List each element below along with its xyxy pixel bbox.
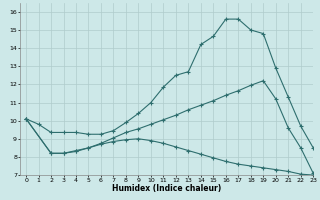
X-axis label: Humidex (Indice chaleur): Humidex (Indice chaleur): [112, 184, 221, 193]
